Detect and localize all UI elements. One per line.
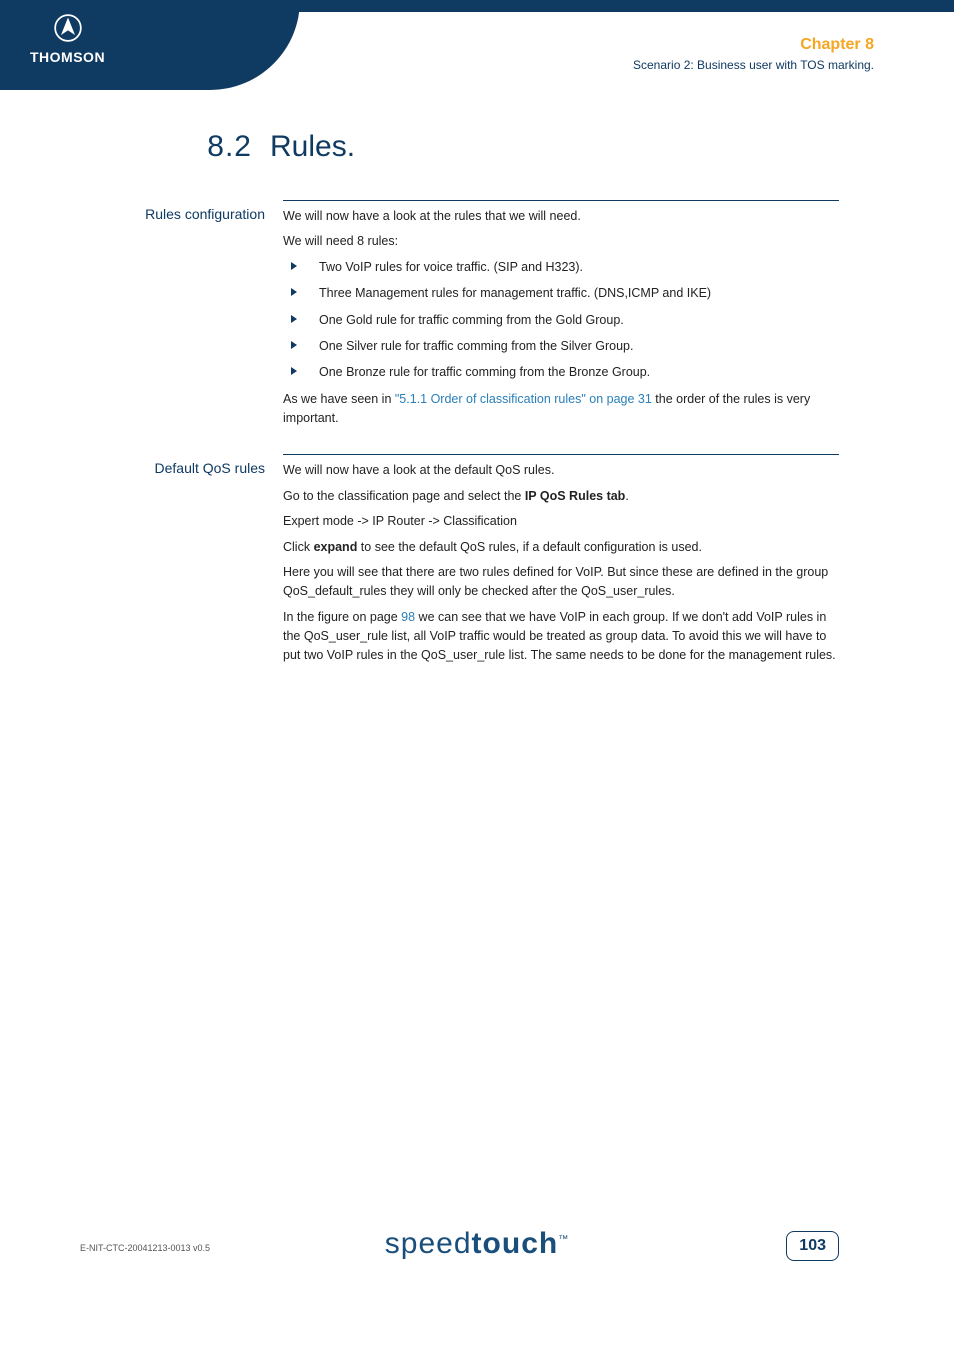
list-item: Three Management rules for management tr…: [283, 284, 839, 303]
section-heading: 8.2 Rules.: [0, 130, 954, 164]
section-number: 8.2: [0, 130, 270, 164]
body-text: Go to the classification page and select…: [283, 487, 839, 506]
list-item: One Gold rule for traffic comming from t…: [283, 311, 839, 330]
bullet-list: Two VoIP rules for voice traffic. (SIP a…: [283, 258, 839, 383]
block-label: Default QoS rules: [115, 454, 283, 671]
body-text: We will now have a look at the rules tha…: [283, 207, 839, 226]
list-item: One Bronze rule for traffic comming from…: [283, 363, 839, 382]
content-block: Default QoS rulesWe will now have a look…: [115, 454, 839, 671]
section-title: Rules.: [270, 130, 355, 164]
body-text: In the figure on page 98 we can see that…: [283, 608, 839, 666]
brand-logo: THOMSON: [30, 14, 105, 65]
body-text: We will now have a look at the default Q…: [283, 461, 839, 480]
block-label: Rules configuration: [115, 200, 283, 434]
header-banner: THOMSON Chapter 8 Scenario 2: Business u…: [0, 0, 954, 110]
chapter-header: Chapter 8 Scenario 2: Business user with…: [633, 36, 874, 72]
logo-part-bold: touch: [472, 1227, 559, 1260]
block-body: We will now have a look at the rules tha…: [283, 200, 839, 434]
body-text: We will need 8 rules:: [283, 232, 839, 251]
doc-id: E-NIT-CTC-20041213-0013 v0.5: [80, 1243, 210, 1253]
body-text: Expert mode -> IP Router -> Classificati…: [283, 512, 839, 531]
brand-name: THOMSON: [30, 49, 105, 65]
block-body: We will now have a look at the default Q…: [283, 454, 839, 671]
body-text: As we have seen in "5.1.1 Order of class…: [283, 390, 839, 429]
page-footer: E-NIT-CTC-20041213-0013 v0.5 speedtouch™…: [0, 1211, 954, 1261]
chapter-label: Chapter 8: [633, 36, 874, 54]
page-content: Rules configurationWe will now have a lo…: [115, 200, 839, 692]
page-number: 103: [786, 1231, 839, 1261]
list-item: Two VoIP rules for voice traffic. (SIP a…: [283, 258, 839, 277]
content-block: Rules configurationWe will now have a lo…: [115, 200, 839, 434]
thomson-icon: [54, 14, 82, 42]
body-text: Click expand to see the default QoS rule…: [283, 538, 839, 557]
list-item: One Silver rule for traffic comming from…: [283, 337, 839, 356]
body-text: Here you will see that there are two rul…: [283, 563, 839, 602]
logo-tm: ™: [558, 1234, 569, 1245]
chapter-subtitle: Scenario 2: Business user with TOS marki…: [633, 58, 874, 72]
logo-part-light: speed: [385, 1227, 472, 1260]
banner-strip: [290, 0, 954, 12]
speedtouch-logo: speedtouch™: [385, 1227, 569, 1261]
